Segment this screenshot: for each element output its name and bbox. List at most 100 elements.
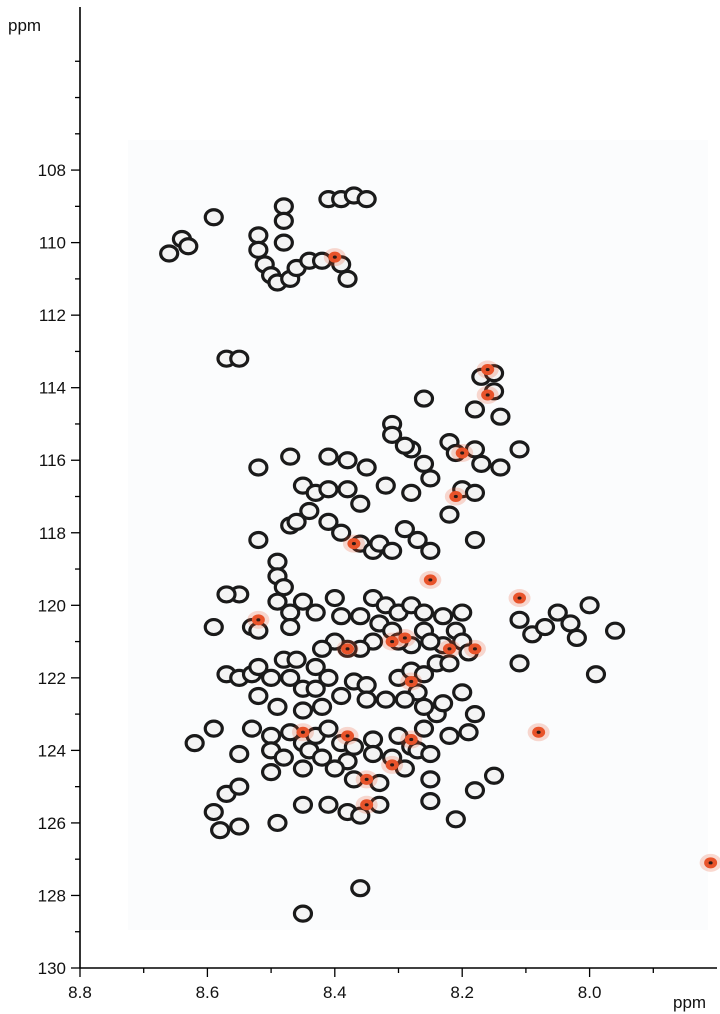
black-peak [401,483,422,502]
black-peak [464,400,486,419]
red-peak [336,726,359,745]
black-peak [267,552,288,571]
black-peak [248,226,269,245]
red-peak-center [428,578,433,582]
red-peak [355,795,378,814]
black-peak [560,614,581,633]
red-peak [527,723,550,742]
black-peak [331,523,352,542]
black-peak [490,458,511,477]
black-peak [420,632,441,651]
red-peak-center [364,803,369,807]
black-peak [566,628,587,648]
black-peak [331,686,352,706]
black-peak [178,237,199,256]
red-peak [476,360,499,379]
black-peak [362,744,384,764]
black-peak [350,494,371,513]
red-peak-center [453,494,458,499]
black-peak [203,719,224,738]
black-peak [261,668,282,687]
x-axis-unit-label: ppm [673,993,706,1012]
red-peak-center [409,679,414,684]
y-tick-label: 110 [39,234,66,253]
red-peak [476,385,499,404]
black-peak [375,690,396,709]
black-peak [324,588,345,608]
y-tick-label: 124 [38,741,66,760]
black-peak [439,505,460,524]
black-peak [248,458,269,477]
black-peak [413,603,435,622]
black-peak [420,744,441,764]
black-peak [604,621,626,640]
black-peak [420,792,441,811]
black-peak [280,447,301,466]
black-peak [331,607,352,626]
red-peak [342,534,365,553]
black-peak [318,719,339,738]
black-peak [432,607,454,626]
red-peak-center [390,639,395,644]
black-peak [229,744,250,764]
black-peak [292,592,314,611]
peak-layer [159,186,720,923]
black-peak [261,726,282,745]
black-peak [439,654,460,673]
red-peak-center [517,596,522,600]
black-peak [229,817,250,836]
red-peak [381,632,404,651]
black-peak [483,766,505,785]
y-tick-label: 130 [38,959,66,978]
black-peak [318,447,339,466]
red-peak [438,639,461,658]
black-peak [382,541,403,561]
black-peak [452,603,473,622]
red-peak [400,730,423,749]
black-peak [464,483,486,502]
black-peak [184,734,205,753]
red-peak-center [345,647,350,651]
black-peak [394,436,415,455]
red-peak-center [536,730,541,734]
black-peak [280,668,301,687]
black-peak [547,603,568,622]
red-peak-center [409,737,414,742]
black-peak [159,244,180,263]
black-peak [356,690,377,709]
black-peak [432,694,454,713]
red-peak [463,639,486,658]
black-peak [413,697,435,716]
black-peak [311,639,333,658]
black-peak [534,617,556,637]
red-peak [699,853,720,872]
black-peak [273,197,294,216]
black-peak [356,458,377,477]
black-peak [305,603,326,622]
black-peak [292,904,314,923]
red-peak-center [345,734,350,738]
black-peak [413,454,435,473]
black-peak [318,668,339,687]
black-peak [509,654,530,673]
x-tick-label: 8.8 [68,983,92,1002]
red-peak-center [485,367,490,372]
black-peak [210,821,231,840]
black-peak [413,389,435,408]
y-tick-label: 108 [38,161,66,180]
black-peak [229,777,250,796]
black-peak [299,501,320,521]
black-peak [248,686,269,706]
black-peak [579,596,600,615]
black-peak [452,683,473,702]
black-peak [509,610,530,629]
black-peak [413,665,435,684]
black-peak [464,781,486,800]
black-peak [318,512,339,531]
black-peak [375,476,396,495]
black-peak [464,705,486,724]
black-peak [471,454,492,473]
black-peak [356,189,377,209]
black-peak [420,770,441,789]
